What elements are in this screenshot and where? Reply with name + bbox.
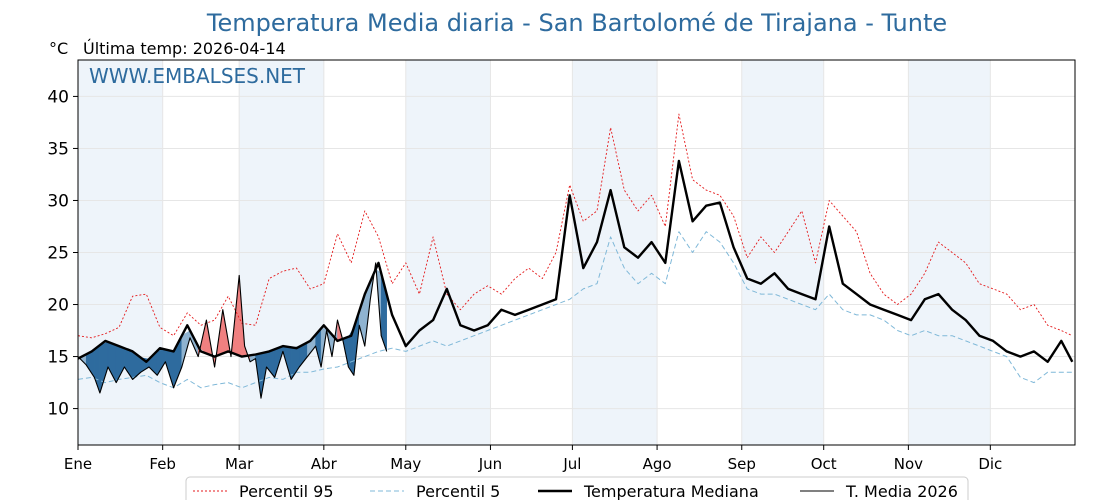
y-tick-label: 30 — [47, 191, 69, 211]
legend-label: Percentil 5 — [416, 482, 500, 500]
x-tick-label: Sep — [728, 455, 756, 473]
last-temp-label: Última temp: 2026-04-14 — [83, 39, 286, 58]
below-median-fill — [165, 349, 174, 388]
y-axis: 10 15 20 25 30 35 40 — [47, 87, 78, 420]
series-lines — [77, 113, 1074, 399]
y-tick-label: 40 — [47, 87, 69, 107]
legend: Percentil 95 Percentil 5 Temperatura Media… — [185, 476, 969, 500]
current-year-line — [77, 262, 388, 399]
x-tick-label: Dic — [978, 455, 1002, 473]
x-tick-label: Jun — [478, 455, 502, 473]
watermark: WWW.EMBALSES.NET — [89, 64, 306, 88]
legend-label: Temperatura Mediana — [583, 482, 759, 500]
p5-line — [77, 231, 1073, 389]
legend-label: Percentil 95 — [239, 482, 334, 500]
chart-title: Temperatura Media diaria - San Bartolomé… — [206, 9, 947, 37]
x-tick-label: Oct — [811, 455, 837, 473]
x-axis: Ene Feb Mar Abr May Jun Jul Ago Sep Oct Nov Dic — [64, 445, 1002, 473]
y-tick-label: 25 — [47, 244, 69, 264]
y-tick-label: 35 — [47, 139, 69, 159]
legend-box — [185, 476, 969, 500]
x-tick-label: Mar — [225, 455, 254, 473]
y-tick-label: 20 — [47, 296, 69, 316]
y-tick-label: 10 — [47, 400, 69, 420]
x-tick-label: Feb — [149, 455, 176, 473]
x-tick-label: May — [390, 455, 421, 473]
median-line — [77, 159, 1074, 363]
grid-lines — [77, 60, 1075, 445]
legend-label: T. Media 2026 — [845, 482, 958, 500]
x-tick-label: Jul — [562, 455, 581, 473]
x-tick-label: Ago — [643, 455, 672, 473]
x-tick-label: Ene — [64, 455, 92, 473]
x-tick-label: Nov — [894, 455, 923, 473]
y-tick-label: 15 — [47, 348, 69, 368]
x-tick-label: Abr — [311, 455, 338, 473]
unit-label: °C — [49, 39, 68, 58]
